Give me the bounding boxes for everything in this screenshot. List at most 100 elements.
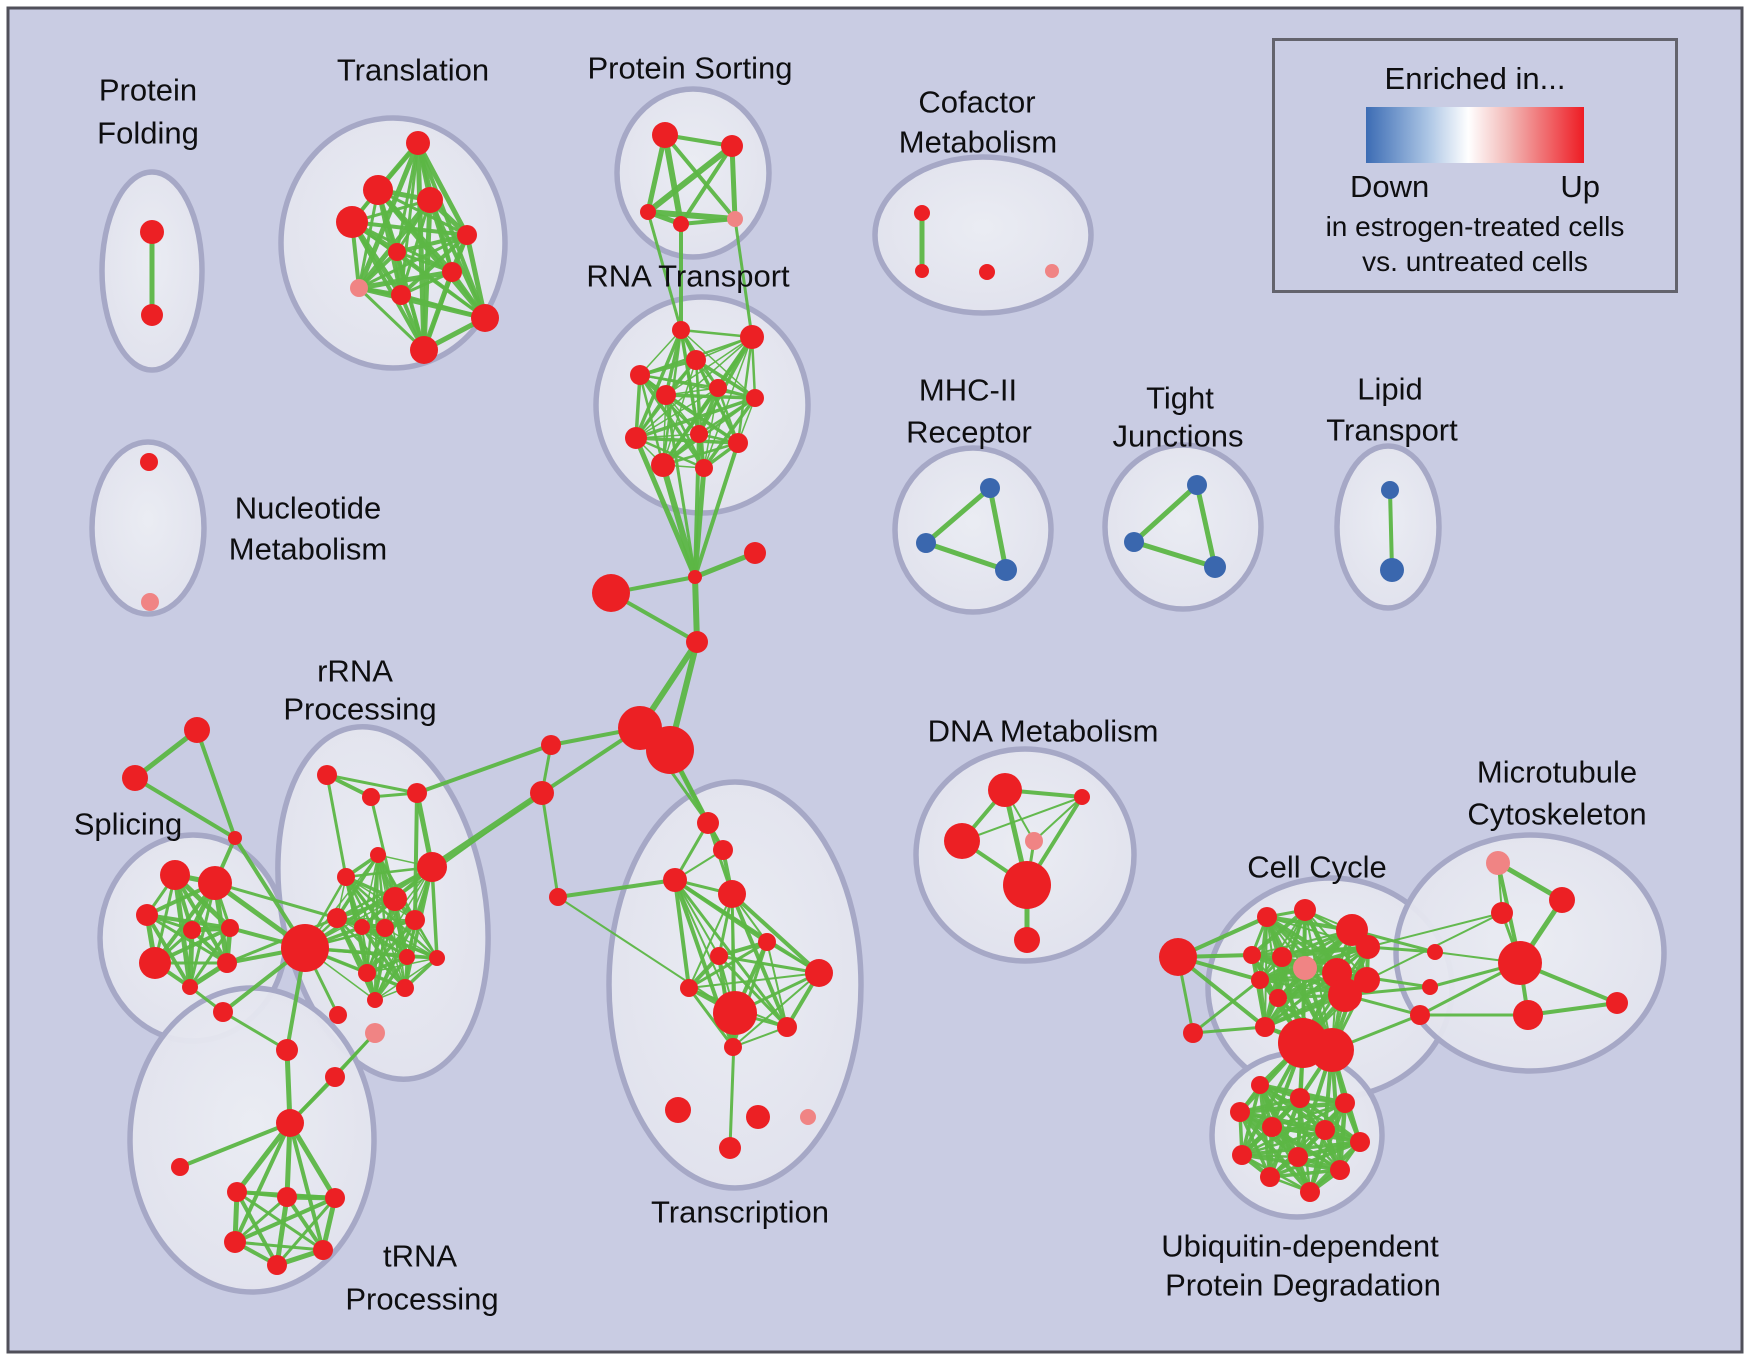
gene-set-node[interactable] [383, 887, 407, 911]
gene-set-node[interactable] [140, 453, 158, 471]
gene-set-node[interactable] [592, 574, 630, 612]
gene-set-node[interactable] [388, 243, 406, 261]
gene-set-node[interactable] [1124, 532, 1144, 552]
gene-set-node[interactable] [744, 542, 766, 564]
gene-set-node[interactable] [228, 831, 242, 845]
gene-set-node[interactable] [417, 852, 447, 882]
gene-set-node[interactable] [1183, 1023, 1203, 1043]
gene-set-node[interactable] [399, 949, 415, 965]
gene-set-node[interactable] [1422, 979, 1438, 995]
gene-set-node[interactable] [122, 765, 148, 791]
gene-set-node[interactable] [1003, 861, 1051, 909]
gene-set-node[interactable] [988, 773, 1022, 807]
gene-set-node[interactable] [1257, 907, 1277, 927]
gene-set-node[interactable] [1330, 1160, 1350, 1180]
gene-set-node[interactable] [183, 921, 201, 939]
gene-set-node[interactable] [1335, 1093, 1355, 1113]
gene-set-node[interactable] [1074, 789, 1090, 805]
gene-set-node[interactable] [1204, 556, 1226, 578]
gene-set-node[interactable] [1014, 927, 1040, 953]
gene-set-node[interactable] [718, 880, 746, 908]
gene-set-node[interactable] [350, 279, 368, 297]
gene-set-node[interactable] [354, 919, 370, 935]
gene-set-node[interactable] [396, 979, 414, 997]
gene-set-node[interactable] [713, 840, 733, 860]
gene-set-node[interactable] [1243, 946, 1261, 964]
gene-set-node[interactable] [979, 264, 995, 280]
gene-set-node[interactable] [697, 812, 719, 834]
gene-set-node[interactable] [640, 204, 656, 220]
gene-set-node[interactable] [1427, 944, 1443, 960]
gene-set-node[interactable] [980, 478, 1000, 498]
gene-set-node[interactable] [665, 1097, 691, 1123]
gene-set-node[interactable] [407, 783, 427, 803]
gene-set-node[interactable] [800, 1109, 816, 1125]
gene-set-node[interactable] [944, 823, 980, 859]
gene-set-node[interactable] [713, 991, 757, 1035]
gene-set-node[interactable] [1045, 264, 1059, 278]
gene-set-node[interactable] [625, 427, 647, 449]
gene-set-node[interactable] [1272, 947, 1292, 967]
gene-set-node[interactable] [1262, 1117, 1282, 1137]
gene-set-node[interactable] [1293, 956, 1317, 980]
gene-set-node[interactable] [1315, 1120, 1335, 1140]
gene-set-node[interactable] [1328, 978, 1362, 1012]
gene-set-node[interactable] [224, 1231, 246, 1253]
gene-set-node[interactable] [672, 321, 690, 339]
gene-set-node[interactable] [805, 959, 833, 987]
gene-set-node[interactable] [688, 570, 702, 584]
gene-set-node[interactable] [1251, 971, 1269, 989]
gene-set-node[interactable] [1300, 1182, 1320, 1202]
gene-set-node[interactable] [1336, 914, 1368, 946]
gene-set-node[interactable] [160, 860, 190, 890]
gene-set-node[interactable] [184, 717, 210, 743]
gene-set-node[interactable] [213, 1002, 233, 1022]
gene-set-node[interactable] [746, 1105, 770, 1129]
gene-set-node[interactable] [141, 593, 159, 611]
gene-set-node[interactable] [276, 1109, 304, 1137]
gene-set-node[interactable] [1159, 938, 1197, 976]
gene-set-node[interactable] [1294, 899, 1316, 921]
gene-set-node[interactable] [630, 365, 650, 385]
gene-set-node[interactable] [1513, 1000, 1543, 1030]
gene-set-node[interactable] [724, 1038, 742, 1056]
gene-set-node[interactable] [277, 1187, 297, 1207]
gene-set-node[interactable] [442, 262, 462, 282]
gene-set-node[interactable] [695, 459, 713, 477]
gene-set-node[interactable] [680, 979, 698, 997]
gene-set-node[interactable] [358, 964, 376, 982]
gene-set-node[interactable] [1549, 887, 1575, 913]
gene-set-node[interactable] [139, 947, 171, 979]
gene-set-node[interactable] [995, 559, 1017, 581]
gene-set-node[interactable] [530, 781, 554, 805]
gene-set-node[interactable] [410, 336, 438, 364]
gene-set-node[interactable] [227, 1182, 247, 1202]
gene-set-node[interactable] [1255, 1017, 1275, 1037]
gene-set-node[interactable] [171, 1158, 189, 1176]
gene-set-node[interactable] [727, 211, 743, 227]
gene-set-node[interactable] [337, 868, 355, 886]
gene-set-node[interactable] [336, 206, 368, 238]
gene-set-node[interactable] [1498, 941, 1542, 985]
gene-set-node[interactable] [709, 379, 727, 397]
gene-set-node[interactable] [370, 847, 386, 863]
gene-set-node[interactable] [276, 1039, 298, 1061]
gene-set-node[interactable] [406, 131, 430, 155]
gene-set-node[interactable] [136, 904, 158, 926]
gene-set-node[interactable] [329, 1006, 347, 1024]
gene-set-node[interactable] [313, 1240, 333, 1260]
gene-set-node[interactable] [1310, 1028, 1354, 1072]
gene-set-node[interactable] [652, 122, 678, 148]
gene-set-node[interactable] [217, 953, 237, 973]
gene-set-node[interactable] [317, 765, 337, 785]
gene-set-node[interactable] [1356, 935, 1380, 959]
gene-set-node[interactable] [916, 533, 936, 553]
gene-set-node[interactable] [710, 947, 728, 965]
gene-set-node[interactable] [267, 1255, 287, 1275]
gene-set-node[interactable] [646, 726, 694, 774]
gene-set-node[interactable] [915, 264, 929, 278]
gene-set-node[interactable] [1606, 992, 1628, 1014]
gene-set-node[interactable] [182, 979, 198, 995]
gene-set-node[interactable] [728, 433, 748, 453]
gene-set-node[interactable] [140, 220, 164, 244]
